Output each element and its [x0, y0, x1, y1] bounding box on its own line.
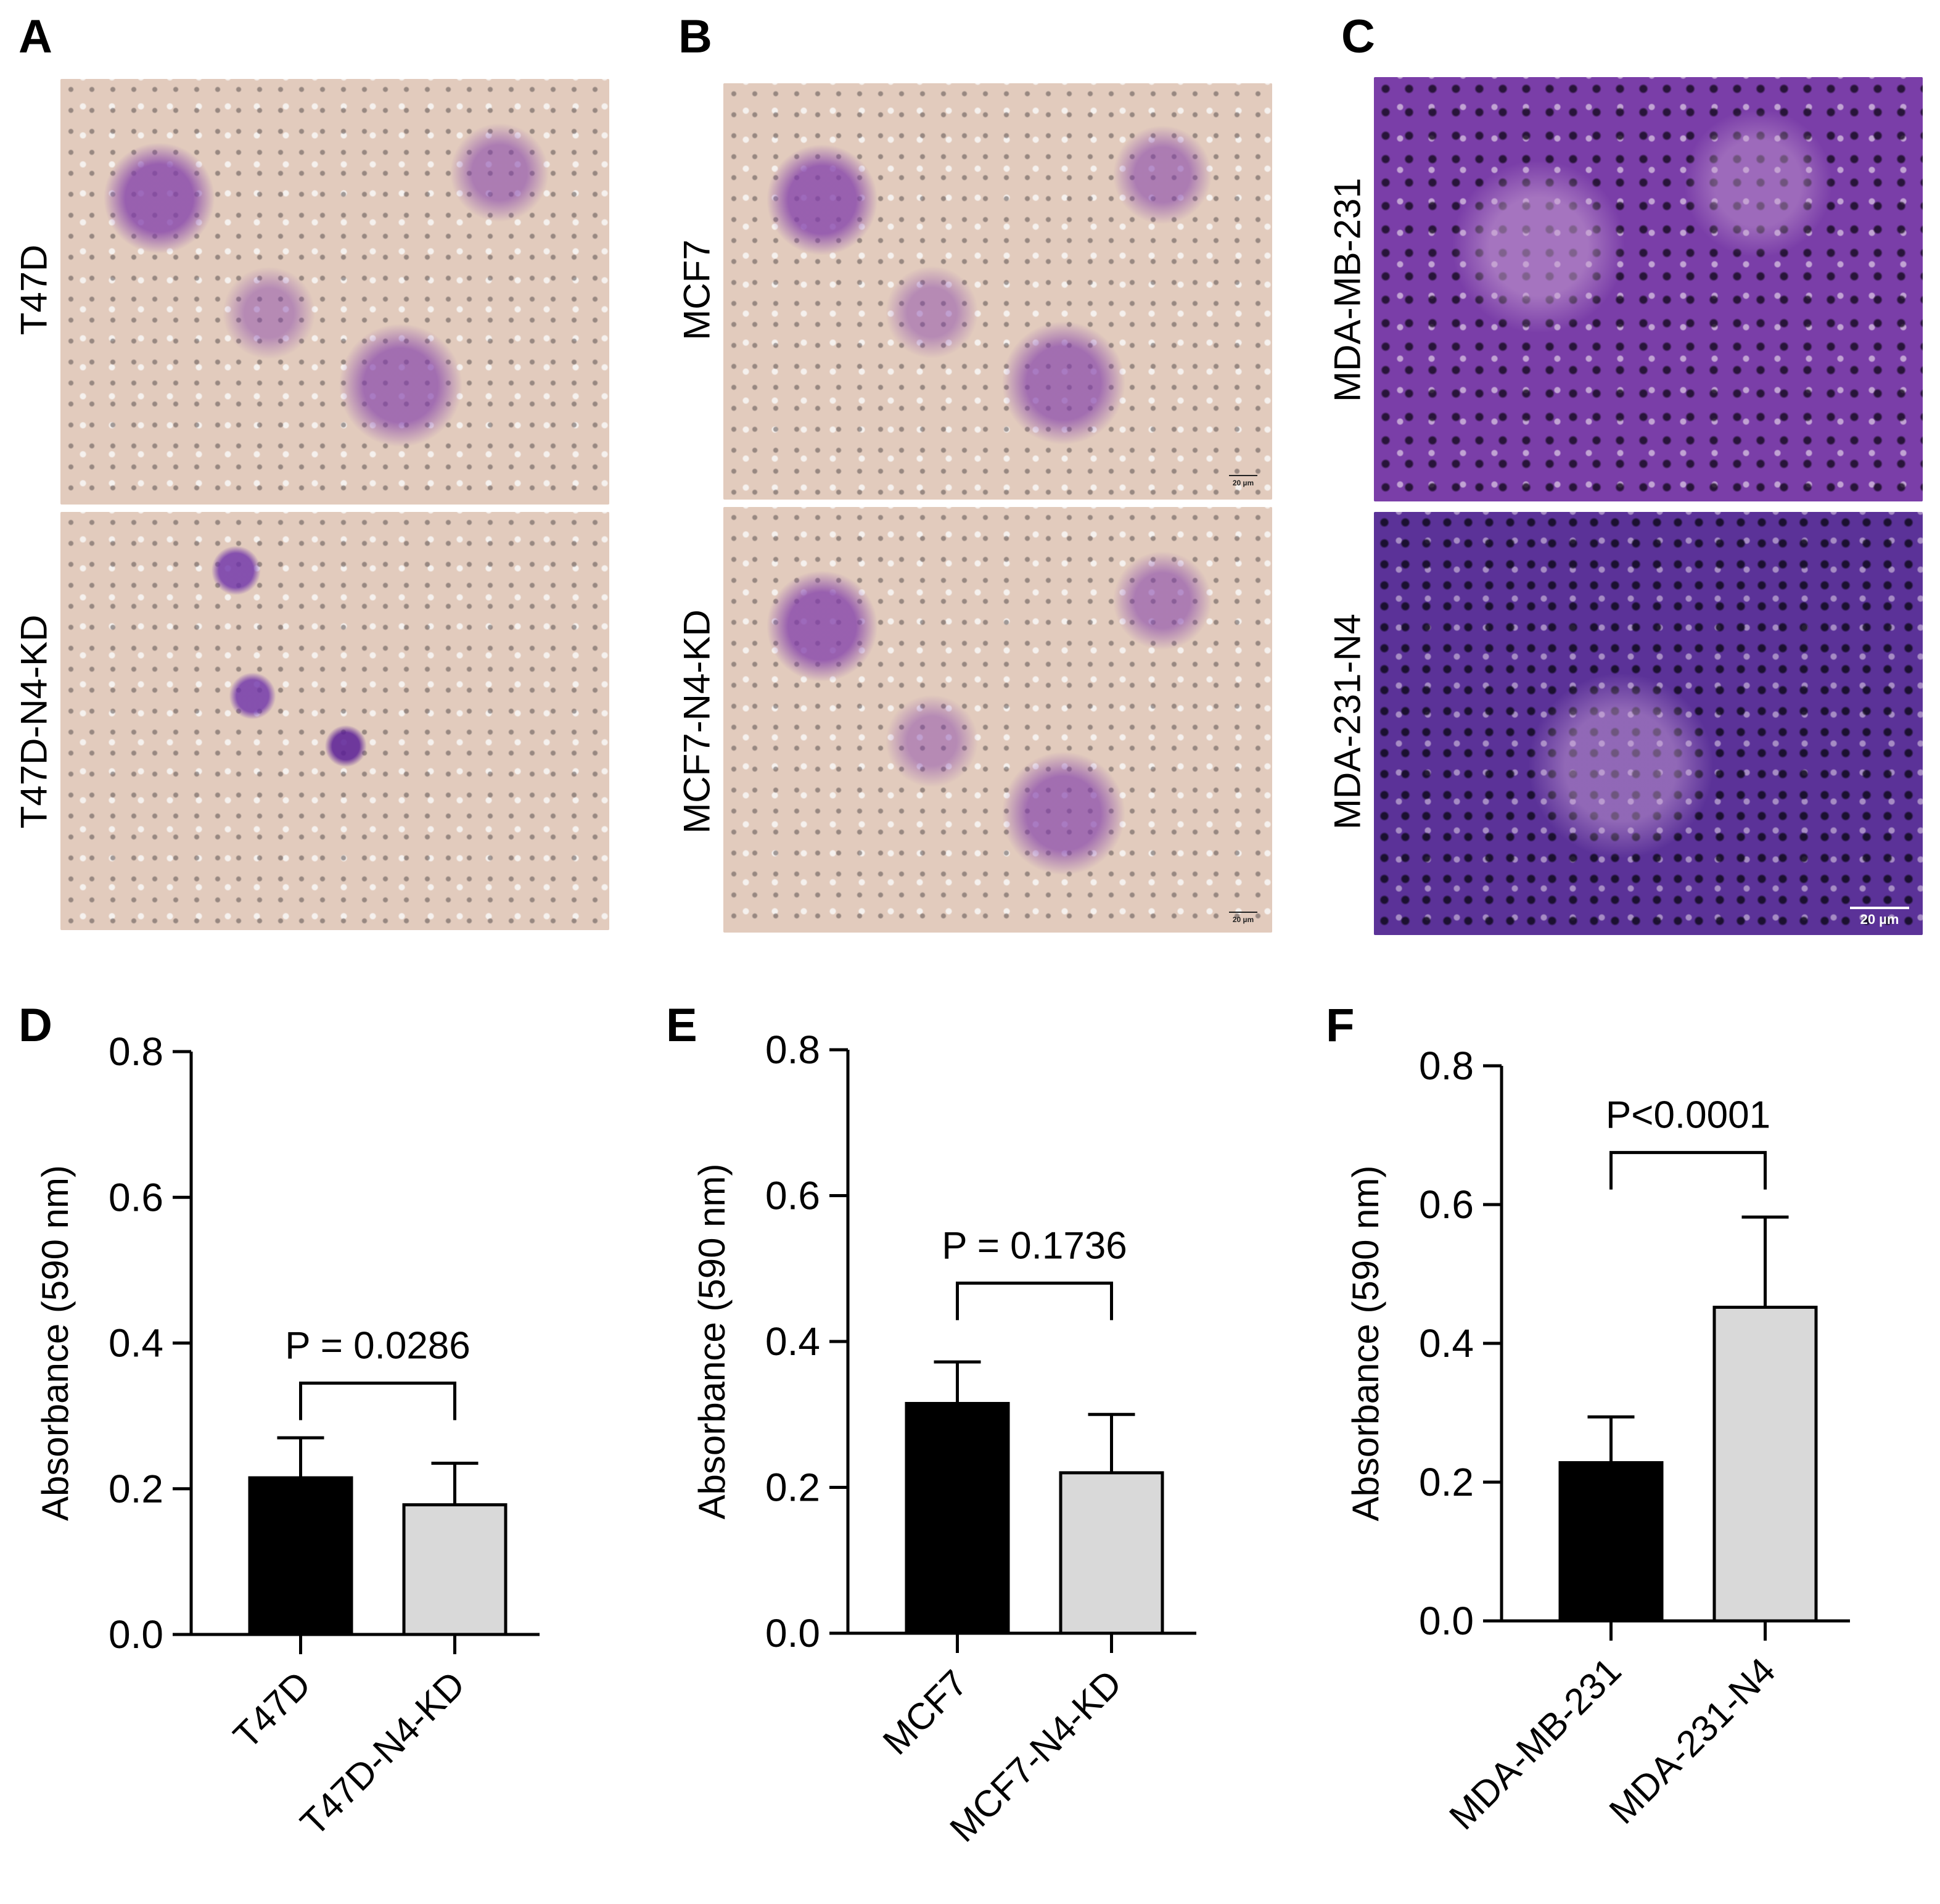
y-tick-label: 0.8: [1419, 1044, 1474, 1088]
y-tick-label: 0.6: [109, 1175, 163, 1219]
micrograph-mda-mb-231: [1374, 77, 1923, 501]
scale-bar-mcf7-n4-kd-label: 20 µm: [1232, 915, 1254, 924]
y-tick-label: 0.4: [765, 1319, 820, 1364]
x-tick-label: MDA-231-N4: [1601, 1650, 1783, 1832]
p-value-annotation: P = 0.0286: [285, 1324, 471, 1367]
y-tick-label: 0.2: [765, 1465, 820, 1510]
y-axis-label: Absorbance (590 nm): [35, 1165, 76, 1521]
scale-bar-mcf7: 20 µm: [1229, 475, 1257, 487]
micrograph-mcf7-n4-kd: [723, 507, 1272, 933]
y-tick-label: 0.8: [109, 1029, 163, 1074]
panel-letter-f: F: [1326, 999, 1355, 1052]
p-value-annotation: P<0.0001: [1606, 1094, 1770, 1137]
micrograph-mcf7: [723, 83, 1272, 500]
x-tick-label: MDA-MB-231: [1441, 1650, 1629, 1837]
panel-letter-d: D: [18, 999, 52, 1052]
scale-bar-mda-231-n4-label: 20 µm: [1860, 912, 1899, 927]
y-tick-label: 0.6: [1419, 1182, 1474, 1227]
micrograph-mda-231-n4: [1374, 512, 1923, 935]
y-tick-label: 0.0: [109, 1612, 163, 1657]
panel-letter-c: C: [1341, 10, 1375, 63]
scale-bar-mcf7-label: 20 µm: [1232, 479, 1254, 487]
y-tick-label: 0.2: [1419, 1460, 1474, 1504]
y-tick-label: 0.4: [1419, 1321, 1474, 1366]
panel-letter-a: A: [18, 10, 52, 63]
p-value-annotation: P = 0.1736: [942, 1224, 1127, 1267]
micrograph-t47d-n4-kd: [60, 512, 609, 930]
y-tick-label: 0.4: [109, 1321, 163, 1366]
panel-letter-b: B: [678, 10, 712, 63]
significance-bracket: [1609, 1151, 1767, 1190]
significance-bracket: [299, 1381, 456, 1420]
y-tick-label: 0.0: [765, 1611, 820, 1655]
panel-letter-e: E: [666, 999, 697, 1052]
scale-bar-mda-231-n4: 20 µm: [1850, 907, 1909, 928]
y-tick-label: 0.0: [1419, 1599, 1474, 1643]
y-tick-label: 0.2: [109, 1467, 163, 1511]
y-axis-label: Absorbance (590 nm): [691, 1164, 733, 1520]
bar-t47d: [248, 1476, 353, 1636]
bar-mda-mb-231: [1558, 1461, 1664, 1623]
scale-bar-mcf7-n4-kd: 20 µm: [1229, 912, 1257, 924]
significance-bracket: [956, 1281, 1113, 1321]
micrograph-t47d: [60, 79, 609, 505]
y-tick-label: 0.8: [765, 1028, 820, 1072]
y-tick-label: 0.6: [765, 1174, 820, 1218]
bar-mda-231-n4: [1712, 1306, 1818, 1623]
y-axis-label: Absorbance (590 nm): [1345, 1166, 1386, 1522]
